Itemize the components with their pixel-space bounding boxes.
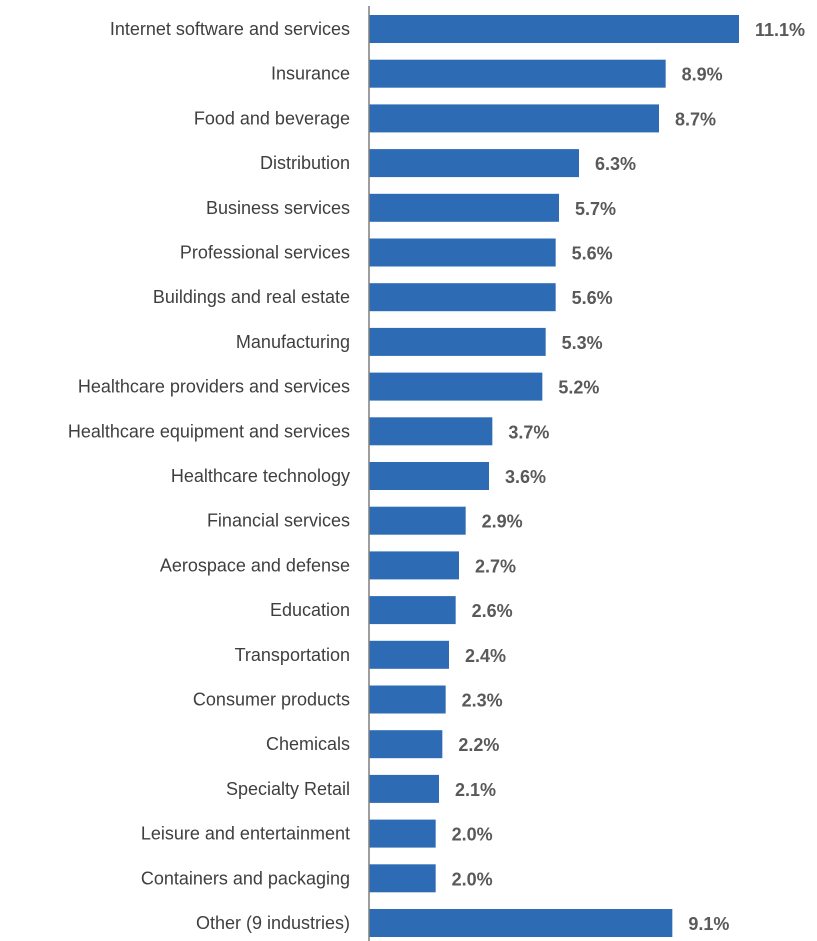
category-label-15: Consumer products: [193, 690, 350, 710]
category-label-11: Financial services: [207, 511, 350, 531]
category-label-14: Transportation: [235, 645, 350, 665]
category-label-16: Chemicals: [266, 734, 350, 754]
category-labels-group: Internet software and services Insurance F…: [68, 19, 350, 933]
bar-13: [369, 596, 456, 625]
value-label-4: 5.7%: [575, 199, 616, 219]
bar-14: [369, 640, 449, 669]
value-label-15: 2.3%: [462, 691, 503, 711]
category-label-8: Healthcare providers and services: [78, 377, 350, 397]
bar-1: [369, 59, 666, 88]
value-label-19: 2.0%: [452, 869, 493, 889]
bar-0: [369, 15, 739, 43]
bar-15: [369, 685, 446, 714]
category-label-20: Other (9 industries): [196, 913, 350, 933]
bar-9: [369, 417, 493, 446]
value-label-2: 8.7%: [675, 109, 716, 129]
value-label-18: 2.0%: [452, 825, 493, 845]
value-label-11: 2.9%: [482, 512, 523, 532]
bar-16: [369, 730, 443, 759]
bar-8: [369, 372, 543, 401]
bar-7: [369, 327, 546, 356]
bar-11: [369, 506, 466, 535]
value-labels-group: 11.1% 8.9% 8.7% 6.3% 5.7% 5.6% 5.6% 5.3% 5.2% 3.7…: [452, 20, 805, 934]
bar-5: [369, 238, 556, 267]
value-label-5: 5.6%: [572, 244, 613, 264]
value-label-13: 2.6%: [472, 601, 513, 621]
category-label-2: Food and beverage: [194, 108, 350, 128]
bar-4: [369, 193, 559, 222]
category-label-18: Leisure and entertainment: [141, 824, 350, 844]
bar-17: [369, 774, 439, 803]
category-label-3: Distribution: [260, 153, 350, 173]
category-label-19: Containers and packaging: [141, 868, 350, 888]
value-label-0: 11.1%: [755, 20, 805, 40]
bar-6: [369, 283, 556, 312]
bars-group: [369, 15, 739, 937]
value-label-12: 2.7%: [475, 556, 516, 576]
category-label-17: Specialty Retail: [226, 779, 350, 799]
value-label-14: 2.4%: [465, 646, 506, 666]
category-label-7: Manufacturing: [236, 332, 350, 352]
value-label-7: 5.3%: [562, 333, 603, 353]
value-label-8: 5.2%: [558, 378, 599, 398]
value-label-16: 2.2%: [458, 735, 499, 755]
value-label-1: 8.9%: [682, 65, 723, 85]
category-label-4: Business services: [206, 198, 350, 218]
category-label-10: Healthcare technology: [171, 466, 350, 486]
bar-20: [369, 909, 673, 937]
category-label-5: Professional services: [180, 243, 350, 263]
bar-10: [369, 462, 489, 490]
category-label-6: Buildings and real estate: [153, 287, 350, 307]
value-label-3: 6.3%: [595, 154, 636, 174]
bar-19: [369, 864, 436, 893]
category-label-1: Insurance: [271, 64, 350, 84]
category-label-12: Aerospace and defense: [160, 555, 350, 575]
bar-18: [369, 819, 436, 848]
category-label-9: Healthcare equipment and services: [68, 421, 350, 441]
category-label-13: Education: [270, 600, 350, 620]
value-label-6: 5.6%: [572, 288, 613, 308]
bar-3: [369, 149, 579, 178]
category-label-0: Internet software and services: [110, 19, 350, 39]
value-label-9: 3.7%: [508, 422, 549, 442]
value-label-10: 3.6%: [505, 467, 546, 487]
bar-2: [369, 104, 659, 133]
value-label-17: 2.1%: [455, 780, 496, 800]
value-label-20: 9.1%: [688, 914, 729, 934]
bar-12: [369, 551, 459, 580]
